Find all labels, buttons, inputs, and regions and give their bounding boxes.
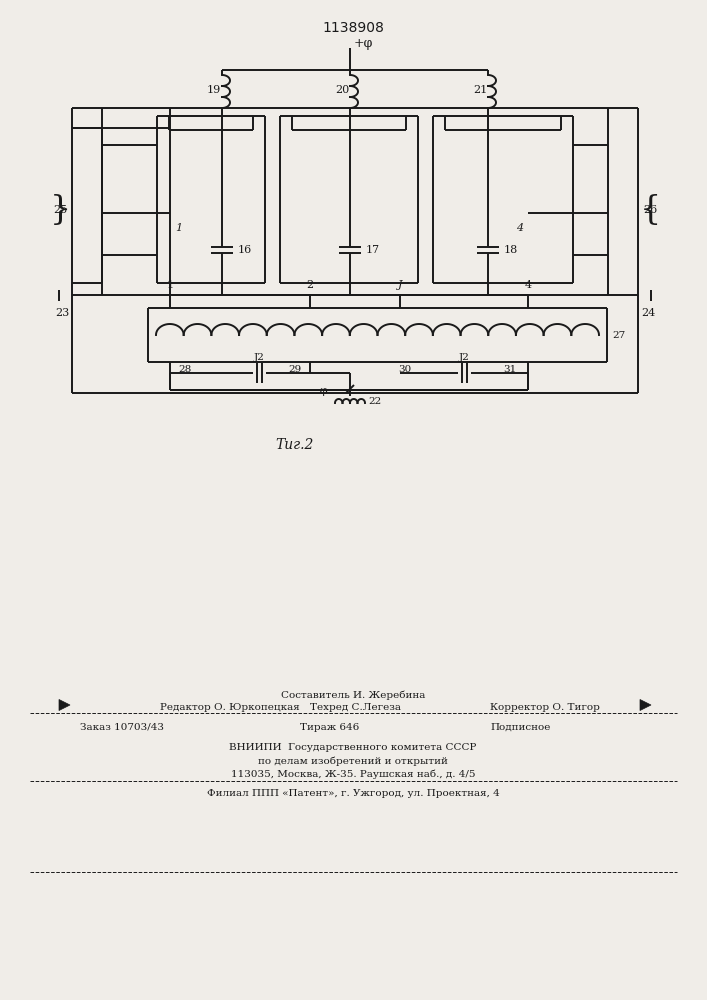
Text: Составитель И. Жеребина: Составитель И. Жеребина <box>281 690 425 700</box>
Text: ВНИИПИ  Государственного комитета СССР: ВНИИПИ Государственного комитета СССР <box>229 744 477 752</box>
Text: J2: J2 <box>459 354 469 362</box>
Text: 26: 26 <box>643 205 658 215</box>
Text: 1: 1 <box>175 223 182 233</box>
Text: Редактор О. Юркопецкая: Редактор О. Юркопецкая <box>160 702 300 712</box>
Text: Заказ 10703/43: Заказ 10703/43 <box>80 722 164 732</box>
Text: 29: 29 <box>288 365 302 374</box>
Text: 25: 25 <box>53 205 67 215</box>
Text: Τиг.2: Τиг.2 <box>276 438 314 452</box>
Text: 30: 30 <box>398 365 411 374</box>
Polygon shape <box>640 700 651 710</box>
Text: 22: 22 <box>368 396 381 406</box>
Text: {: { <box>639 194 660 226</box>
Text: по делам изобретений и открытий: по делам изобретений и открытий <box>258 756 448 766</box>
Text: 1138908: 1138908 <box>322 21 384 35</box>
Polygon shape <box>59 700 70 710</box>
Text: 27: 27 <box>612 330 626 340</box>
Text: +φ: +φ <box>354 37 373 50</box>
Text: Тираж 646: Тираж 646 <box>300 722 359 732</box>
Text: 20: 20 <box>335 85 349 95</box>
Text: 113035, Москва, Ж-35. Раушская наб., д. 4/5: 113035, Москва, Ж-35. Раушская наб., д. … <box>230 769 475 779</box>
Text: -φ: -φ <box>316 386 328 396</box>
Text: }: } <box>49 194 71 226</box>
Text: Корректор О. Тигор: Корректор О. Тигор <box>490 702 600 712</box>
Text: 21: 21 <box>473 85 487 95</box>
Text: 17: 17 <box>366 245 380 255</box>
Text: 23: 23 <box>55 308 69 318</box>
Text: 18: 18 <box>504 245 518 255</box>
Text: 28: 28 <box>178 365 192 374</box>
Text: 1: 1 <box>166 280 173 290</box>
Text: 19: 19 <box>207 85 221 95</box>
Text: 31: 31 <box>503 365 517 374</box>
Text: Техред С.Легеза: Техред С.Легеза <box>310 702 401 712</box>
Text: Подписное: Подписное <box>490 722 550 732</box>
Text: 16: 16 <box>238 245 252 255</box>
Text: Филиал ППП «Патент», г. Ужгород, ул. Проектная, 4: Филиал ППП «Патент», г. Ужгород, ул. Про… <box>206 788 499 798</box>
Text: 4: 4 <box>516 223 523 233</box>
Text: J2: J2 <box>254 354 264 362</box>
Text: J: J <box>398 280 402 290</box>
Text: 2: 2 <box>306 280 314 290</box>
Text: 4: 4 <box>525 280 532 290</box>
Text: 24: 24 <box>641 308 655 318</box>
